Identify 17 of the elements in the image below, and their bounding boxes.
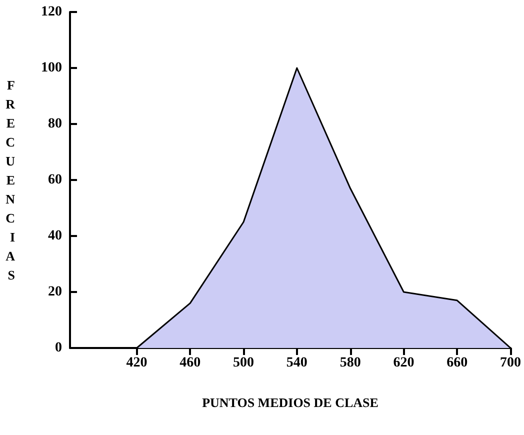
x-tick-label: 660 [446, 356, 468, 370]
x-tick-label: 580 [340, 356, 361, 370]
y-tick-label: 20 [48, 284, 62, 300]
y-tick-label: 0 [55, 340, 62, 356]
text: FRECUENCIAS [6, 78, 15, 282]
x-tick-label: 540 [286, 356, 308, 370]
x-tick-label: 700 [500, 356, 521, 370]
x-tick-label: 500 [233, 356, 254, 370]
y-tick-label: 80 [48, 116, 62, 132]
x-tick-label: 620 [393, 356, 414, 370]
x-tick-label: 420 [126, 356, 148, 370]
x-axis-title: PUNTOS MEDIOS DE CLASE [202, 395, 378, 410]
y-tick-label: 100 [41, 60, 62, 76]
y-tick-label: 40 [48, 228, 62, 244]
y-tick-label: 120 [41, 4, 62, 20]
x-tick-label: 460 [180, 356, 201, 370]
y-tick-label: 60 [48, 172, 62, 188]
